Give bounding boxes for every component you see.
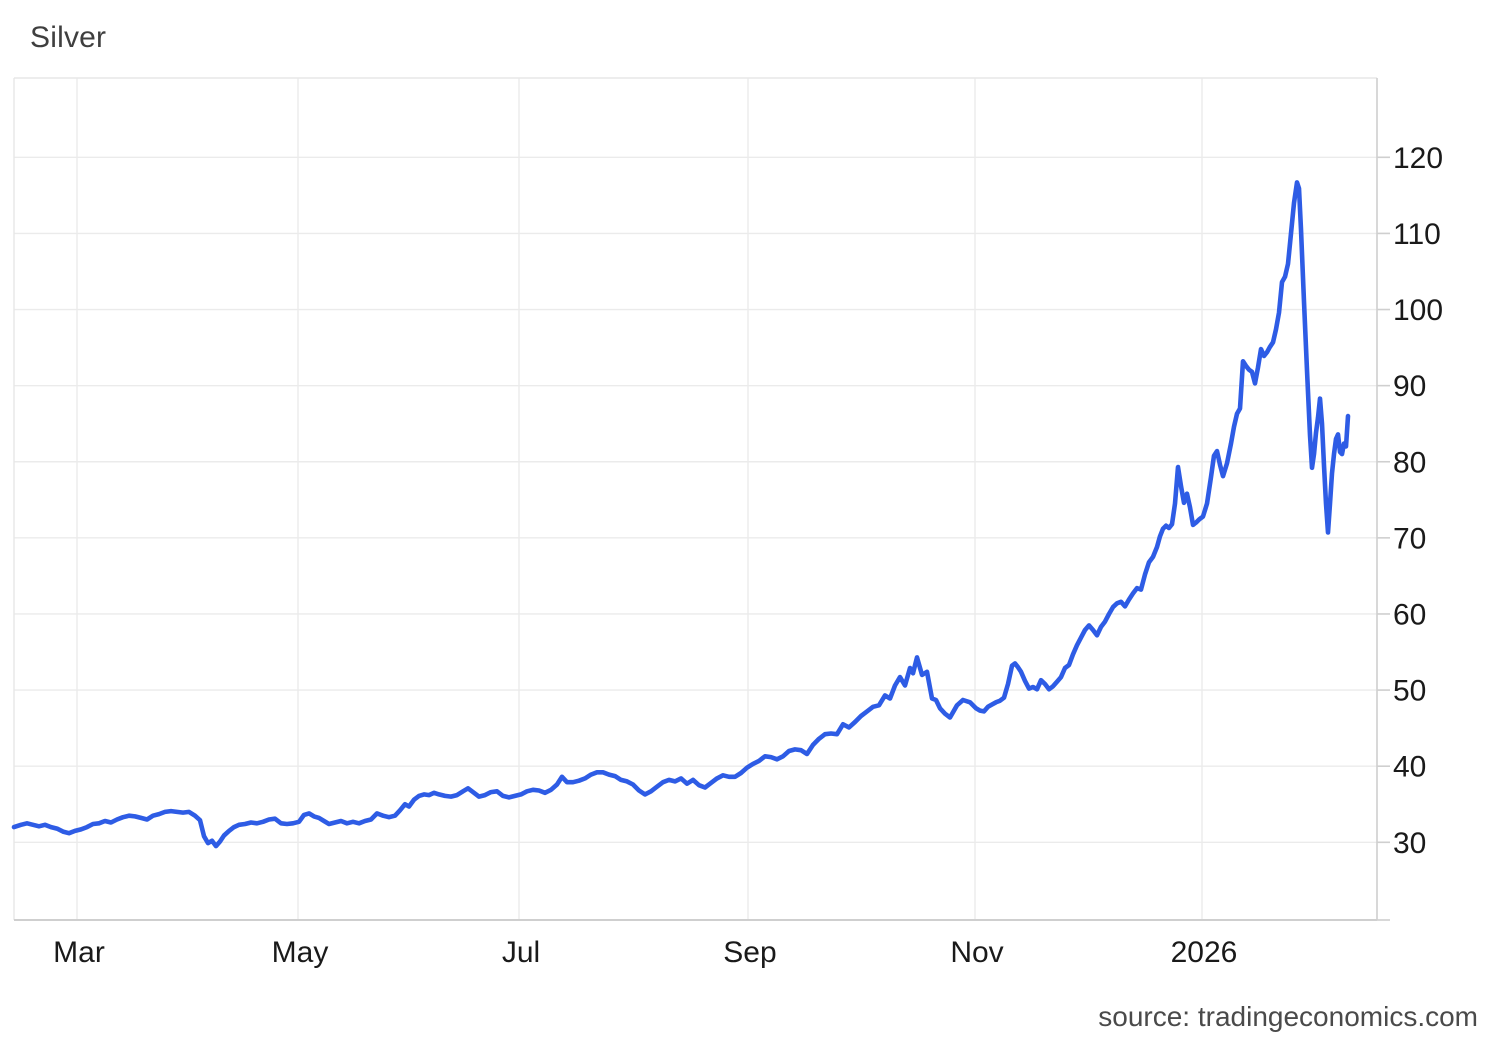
y-tick-label-80: 80 — [1393, 446, 1426, 479]
x-tick-label-2026: 2026 — [1171, 936, 1238, 969]
y-tick-label-100: 100 — [1393, 294, 1443, 327]
y-tick-label-30: 30 — [1393, 827, 1426, 860]
y-tick-label-60: 60 — [1393, 598, 1426, 631]
x-tick-label-Jul: Jul — [502, 936, 540, 969]
y-tick-label-50: 50 — [1393, 675, 1426, 708]
x-tick-label-Nov: Nov — [950, 936, 1003, 969]
y-tick-label-110: 110 — [1393, 218, 1441, 251]
price-line — [11, 180, 1351, 849]
x-tick-label-Sep: Sep — [723, 936, 776, 969]
y-tick-label-40: 40 — [1393, 751, 1426, 784]
source-link[interactable]: source: tradingeconomics.com — [1098, 1001, 1478, 1032]
y-tick-label-120: 120 — [1393, 142, 1443, 175]
x-tick-label-May: May — [272, 936, 329, 969]
y-tick-label-90: 90 — [1393, 370, 1426, 403]
chart-title: Silver — [30, 21, 107, 54]
y-tick-label-70: 70 — [1393, 522, 1426, 555]
x-tick-label-Mar: Mar — [53, 936, 105, 969]
